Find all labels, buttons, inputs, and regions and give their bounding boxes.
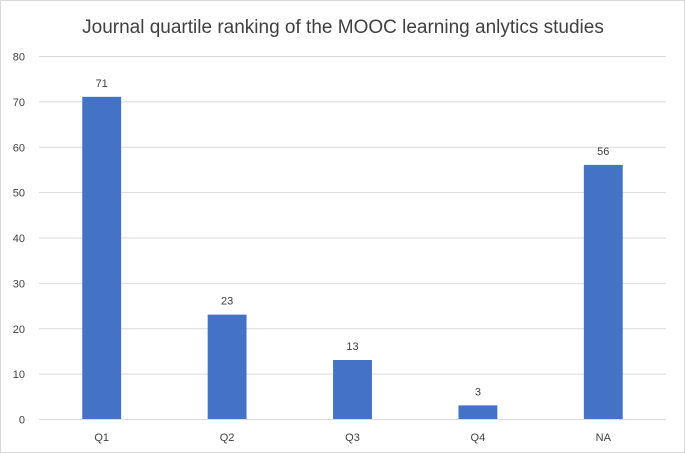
data-label-q2: 23 <box>221 296 233 308</box>
bar-na <box>583 164 623 419</box>
y-tick-label: 60 <box>13 142 25 154</box>
x-tick-label-q3: Q3 <box>345 432 360 444</box>
data-label-na: 56 <box>597 146 609 158</box>
data-labels: 71 23 13 3 56 <box>96 78 610 399</box>
data-label-q1: 71 <box>96 78 108 90</box>
bar-q1 <box>82 96 122 420</box>
x-tick-label-q2: Q2 <box>220 432 235 444</box>
data-label-q3: 13 <box>346 341 358 353</box>
x-tick-label-na: NA <box>596 432 612 444</box>
bar-q3 <box>333 360 372 419</box>
x-tick-label-q4: Q4 <box>471 432 486 444</box>
x-axis-labels: Q1 Q2 Q3 Q4 NA <box>94 432 611 444</box>
x-tick-label-q1: Q1 <box>94 432 109 444</box>
y-tick-label: 50 <box>13 188 25 200</box>
bar-q4 <box>458 405 498 419</box>
y-tick-label: 40 <box>13 233 25 245</box>
y-tick-label: 20 <box>13 324 25 336</box>
chart-title: Journal quartile ranking of the MOOC lea… <box>82 17 604 38</box>
data-label-q4: 3 <box>475 386 481 398</box>
y-axis-ticks: 0 10 20 30 40 50 60 70 80 <box>13 52 25 427</box>
gridlines <box>39 56 666 375</box>
y-tick-label: 0 <box>19 415 25 427</box>
y-tick-label: 30 <box>13 278 25 290</box>
y-tick-label: 10 <box>13 369 25 381</box>
bar-q2 <box>207 314 247 419</box>
y-tick-label: 80 <box>13 52 25 64</box>
y-tick-label: 70 <box>13 97 25 109</box>
bars <box>82 96 623 420</box>
